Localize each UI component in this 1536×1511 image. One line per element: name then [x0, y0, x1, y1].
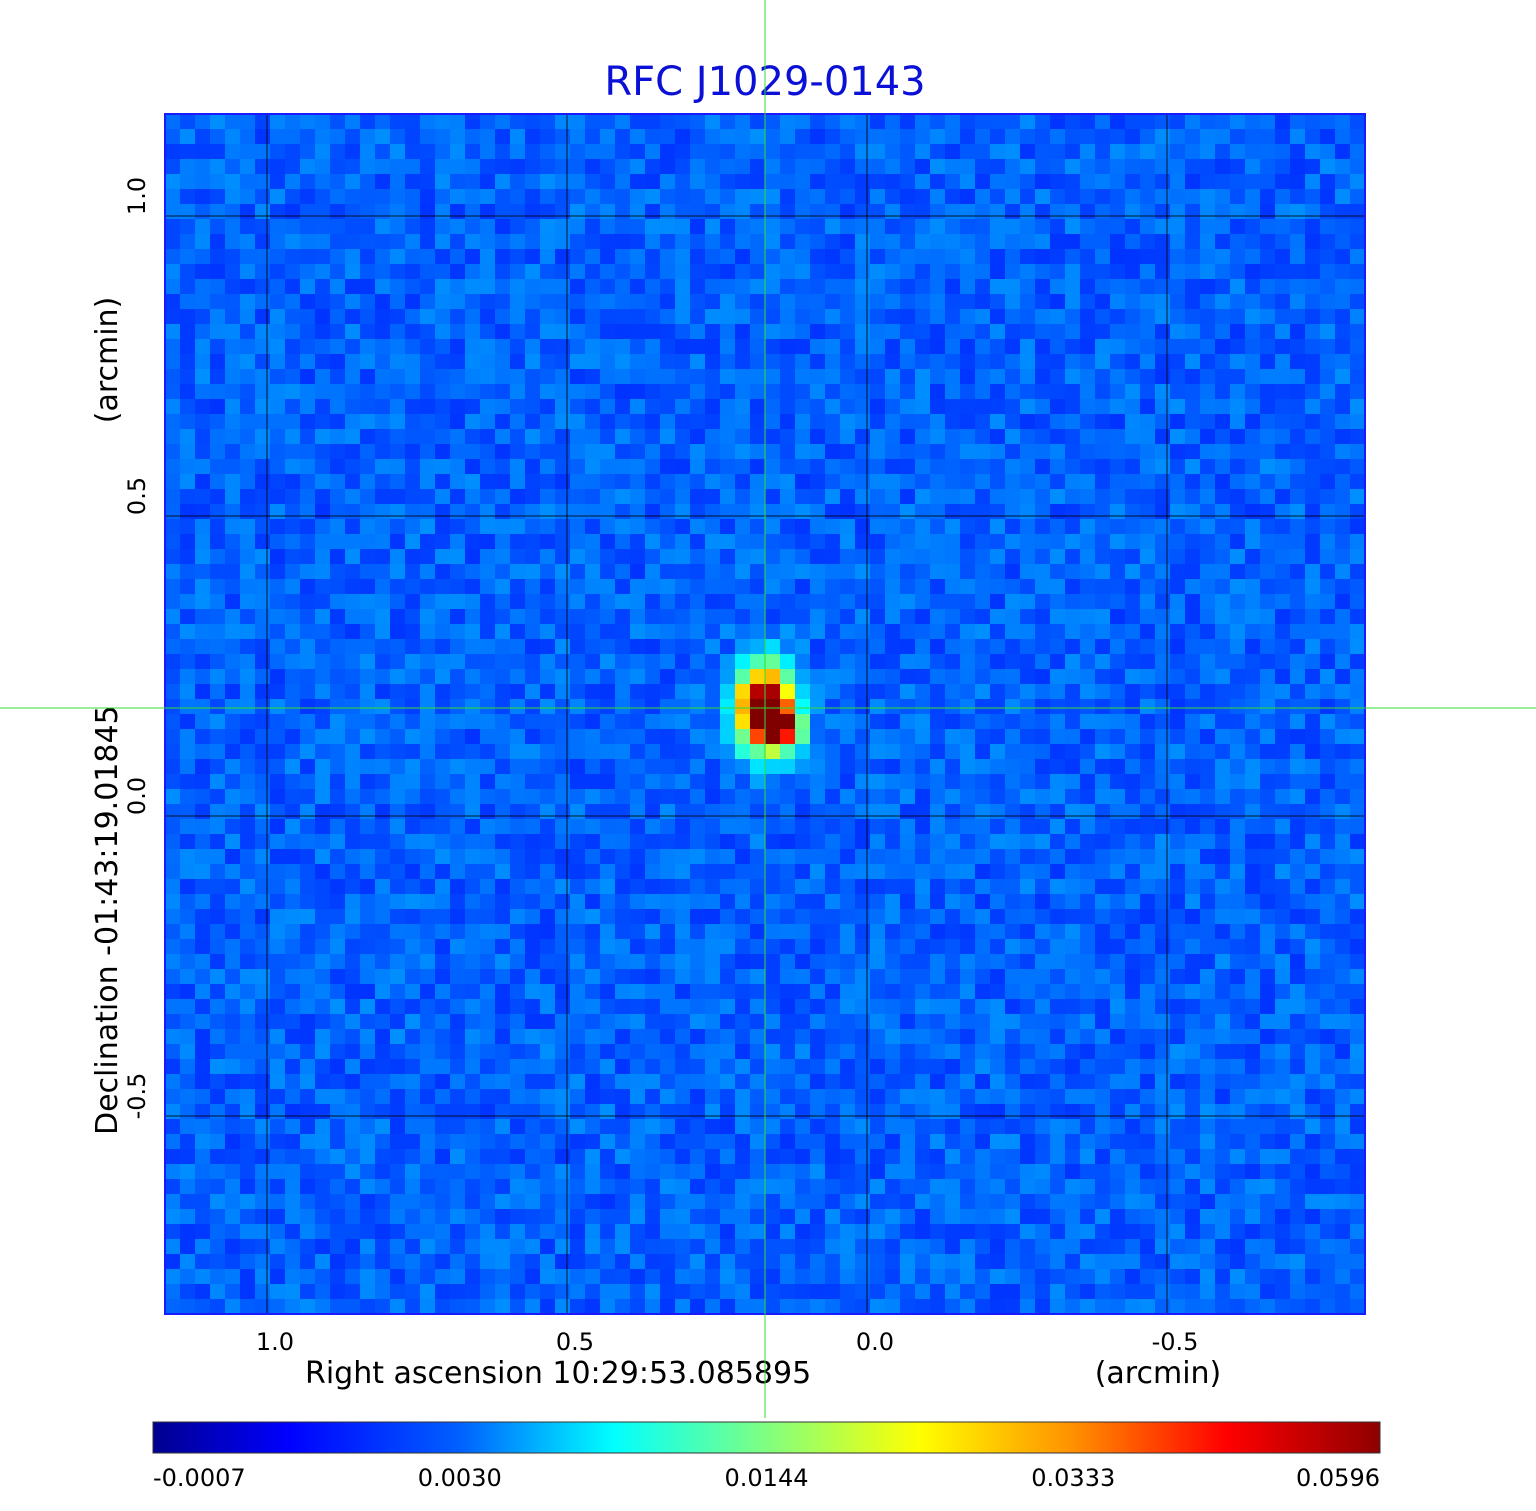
x-axis-unit: (arcmin) — [1095, 1356, 1222, 1391]
x-tick-label: 1.0 — [256, 1328, 294, 1356]
x-axis-label: Right ascension 10:29:53.085895 — [305, 1356, 811, 1391]
y-axis-unit: (arcmin) — [90, 297, 125, 424]
colorbar-tick-labels: -0.0007 0.0030 0.0144 0.0333 0.0596 — [153, 1464, 1380, 1492]
y-tick-label: 0.0 — [123, 777, 151, 815]
heatmap-image — [165, 114, 1365, 1314]
y-tick-label: 0.5 — [123, 477, 151, 515]
x-tick-labels: 1.0 0.5 0.0 -0.5 — [256, 1328, 1199, 1356]
y-tick-labels: 1.0 0.5 0.0 -0.5 — [123, 177, 151, 1120]
colorbar-label: 0.0596 — [1296, 1464, 1380, 1492]
colorbar-label: 0.0333 — [1031, 1464, 1115, 1492]
x-tick-label: -0.5 — [1152, 1328, 1199, 1356]
y-tick-label: 1.0 — [123, 177, 151, 215]
colorbar-label: 0.0030 — [418, 1464, 502, 1492]
crosshair — [0, 0, 1536, 1418]
y-axis-label: Declination -01:43:19.01845 — [90, 705, 125, 1135]
colorbar-label: 0.0144 — [725, 1464, 809, 1492]
y-tick-label: -0.5 — [123, 1073, 151, 1120]
x-tick-label: 0.0 — [856, 1328, 894, 1356]
colorbar — [152, 1421, 1381, 1454]
colorbar-label: -0.0007 — [153, 1464, 246, 1492]
x-tick-label: 0.5 — [556, 1328, 594, 1356]
